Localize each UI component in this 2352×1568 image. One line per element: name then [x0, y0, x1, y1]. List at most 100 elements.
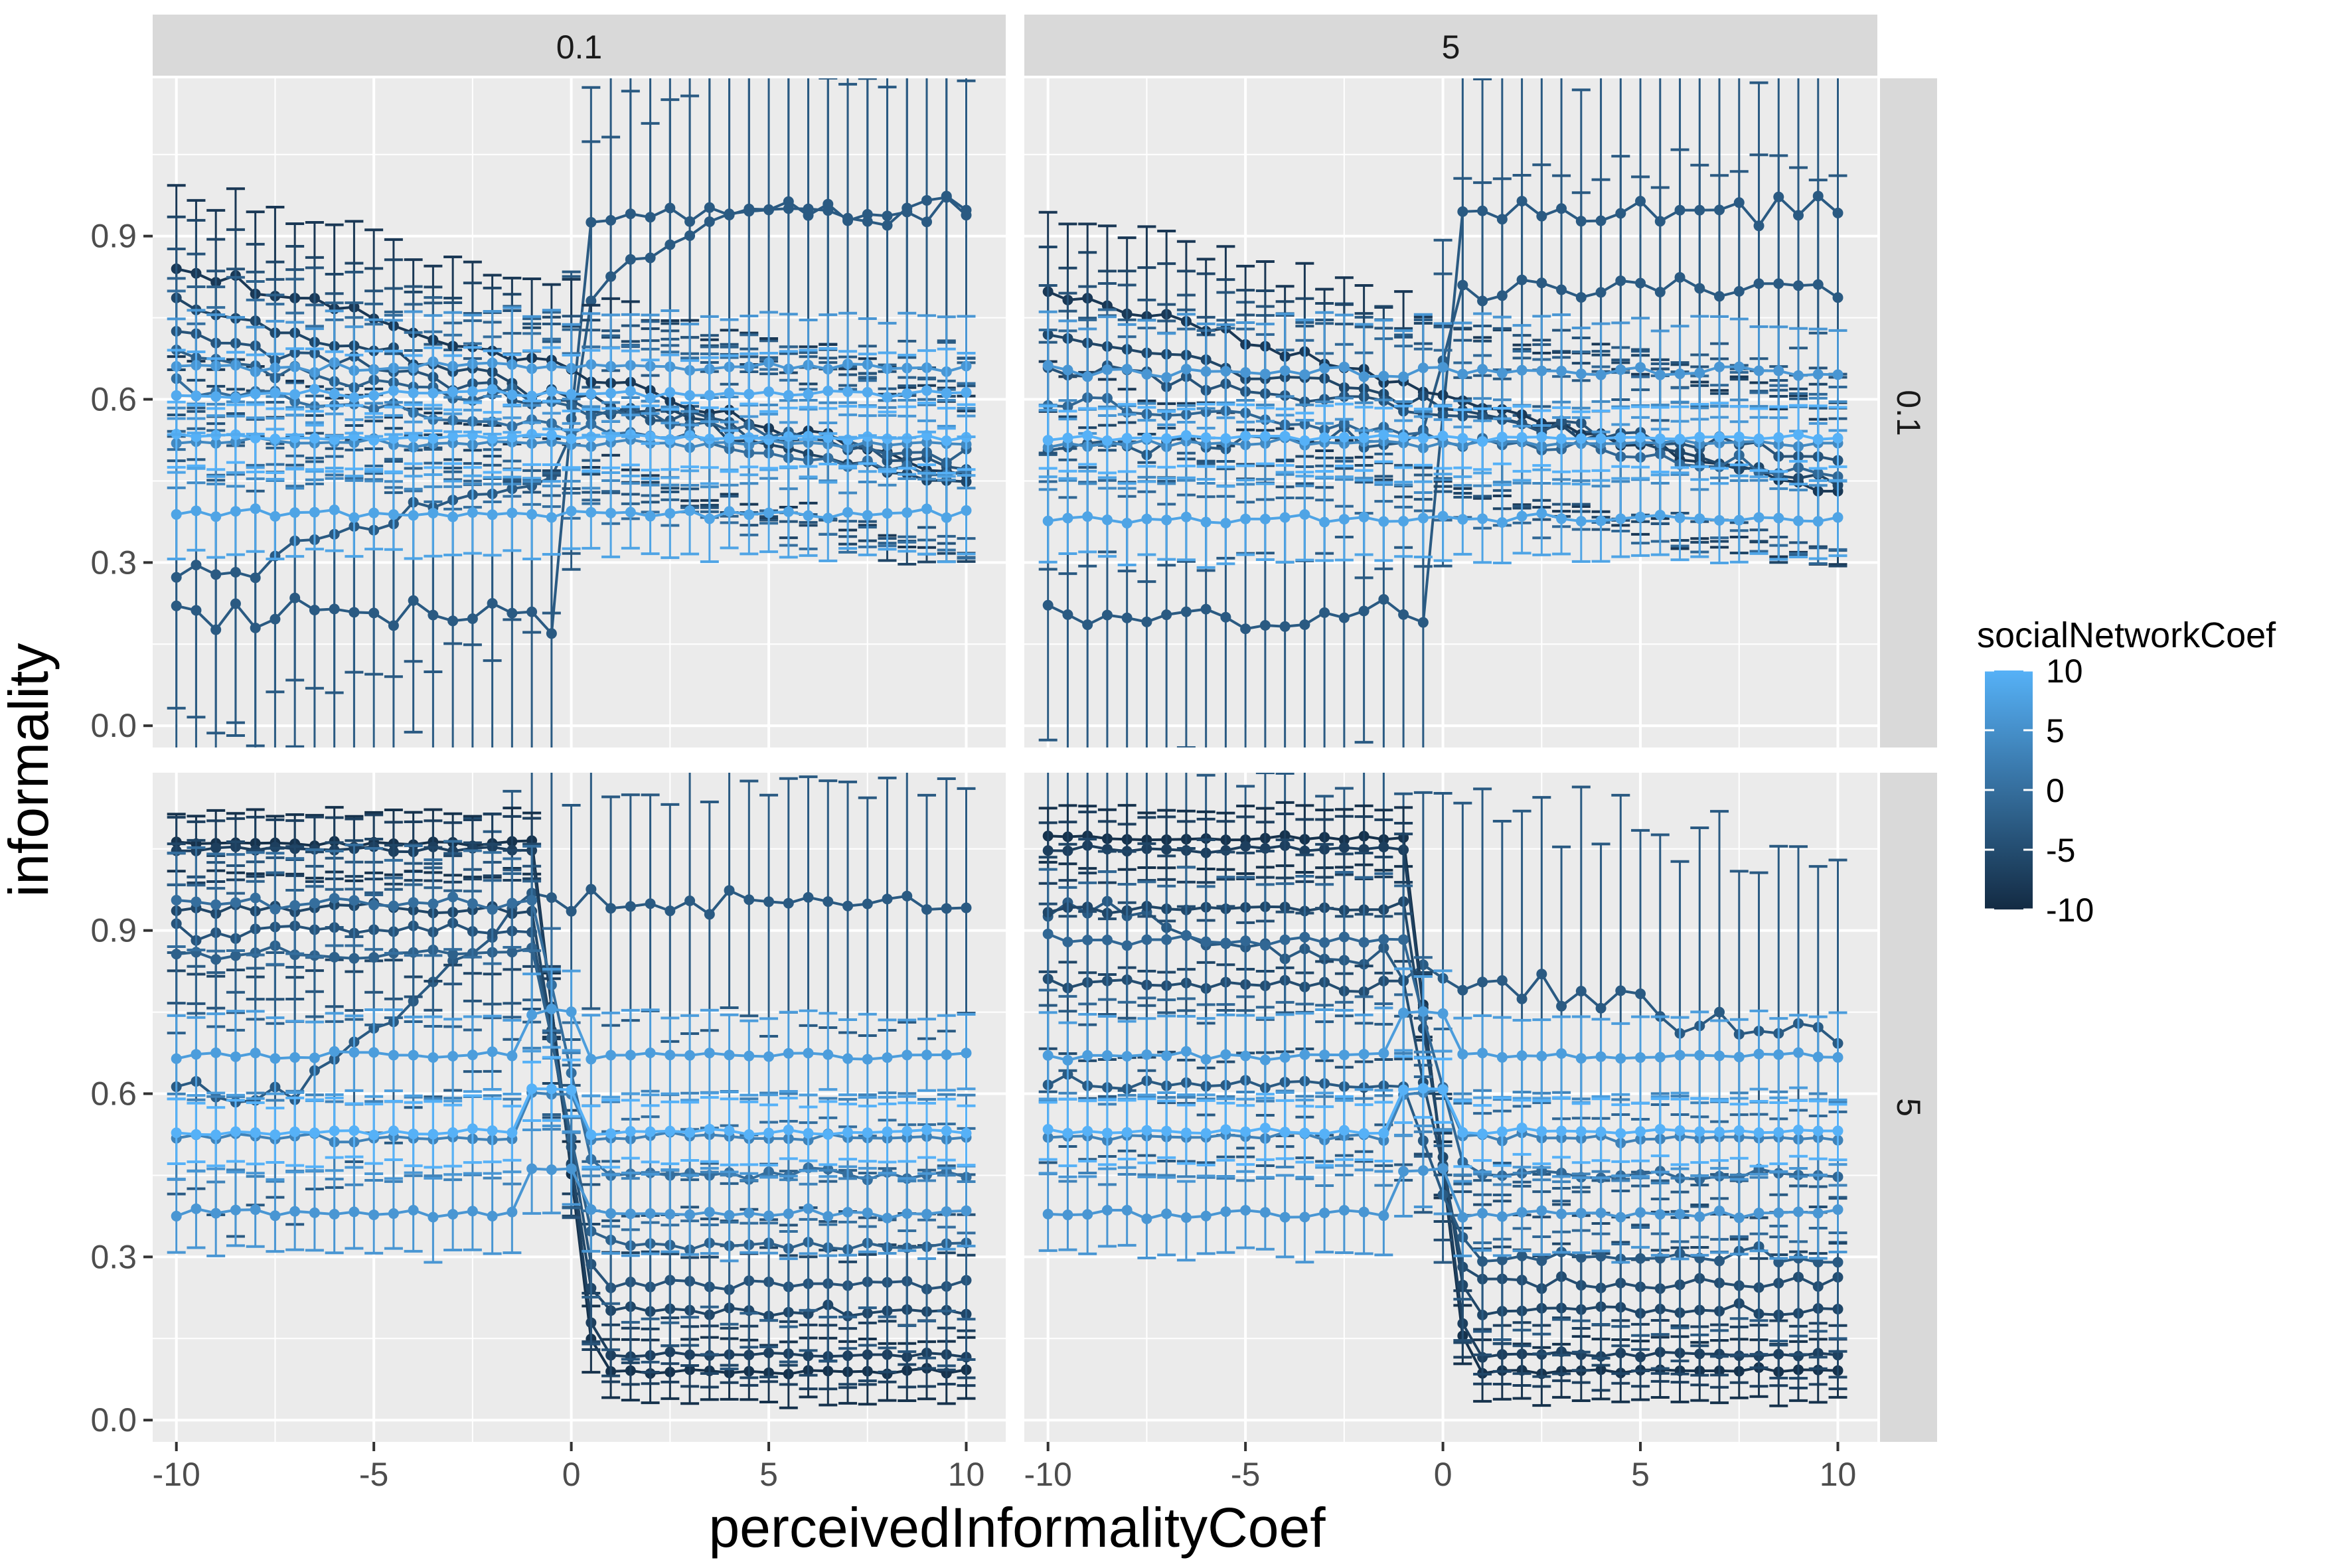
data-point [546, 512, 557, 523]
data-point [1200, 516, 1212, 528]
data-point [1259, 513, 1271, 524]
data-point [329, 505, 340, 516]
data-point [1319, 607, 1330, 618]
data-point [1200, 366, 1212, 377]
panel-0-0 [153, 78, 1006, 747]
data-point [1417, 617, 1429, 628]
data-point [270, 903, 281, 915]
data-point [823, 432, 834, 443]
data-point [368, 390, 380, 401]
data-point [1556, 513, 1567, 524]
data-point [941, 435, 952, 446]
panel-1-0 [153, 773, 1006, 1442]
data-point [1240, 623, 1251, 635]
data-point [1694, 513, 1705, 524]
series-9 [167, 466, 976, 564]
data-point [1733, 361, 1745, 372]
data-point [1141, 513, 1152, 524]
data-point [605, 903, 617, 914]
data-point [842, 386, 854, 398]
data-point [1753, 365, 1764, 376]
data-point [1082, 511, 1093, 522]
data-point [1635, 277, 1646, 289]
data-point [447, 892, 459, 903]
data-point [1615, 431, 1626, 443]
data-point [349, 953, 360, 964]
data-point [724, 506, 735, 517]
data-point [250, 892, 261, 903]
data-point [1121, 433, 1133, 444]
data-point [882, 392, 893, 403]
data-point [586, 216, 597, 228]
data-point [1121, 518, 1133, 529]
data-point [724, 209, 735, 220]
data-point [1101, 609, 1113, 621]
data-point [1753, 512, 1764, 523]
data-point [408, 510, 419, 521]
data-point [1457, 433, 1468, 444]
data-point [1714, 431, 1725, 443]
data-point [1694, 283, 1705, 294]
data-point [1654, 369, 1666, 380]
data-point [1338, 431, 1350, 443]
data-point [309, 433, 320, 444]
data-point [1082, 371, 1093, 382]
data-point [704, 202, 715, 213]
data-point [1417, 512, 1429, 524]
data-point [250, 622, 261, 633]
data-point [1062, 609, 1073, 620]
data-point [566, 505, 577, 516]
data-point [1516, 431, 1528, 443]
data-point [902, 507, 913, 518]
data-point [625, 507, 636, 518]
data-point [1200, 603, 1212, 615]
data-point [842, 900, 854, 911]
data-point [230, 392, 241, 404]
data-point [171, 390, 182, 401]
data-point [1358, 511, 1370, 522]
data-point [1812, 279, 1824, 290]
data-point [842, 507, 854, 518]
data-point [507, 389, 518, 400]
data-point [1259, 431, 1271, 442]
panel-data [1038, 78, 1847, 747]
data-point [447, 949, 459, 960]
data-point [684, 505, 696, 516]
data-point [625, 901, 636, 912]
data-point [1714, 514, 1725, 526]
data-point [1279, 621, 1291, 632]
data-point [645, 510, 656, 522]
data-point [1575, 433, 1587, 444]
data-point [526, 390, 538, 402]
data-point [1299, 435, 1310, 446]
data-point [171, 895, 182, 906]
data-point [507, 947, 518, 958]
data-point [289, 507, 301, 518]
data-point [763, 386, 775, 398]
data-point [1121, 363, 1133, 374]
data-point [1358, 605, 1370, 617]
data-point [1457, 368, 1468, 380]
data-point [428, 609, 439, 621]
data-point [1457, 514, 1468, 525]
data-point [1694, 431, 1705, 443]
data-point [744, 894, 755, 905]
data-point [605, 507, 617, 518]
data-point [546, 628, 557, 639]
data-point [467, 613, 478, 624]
data-point [250, 388, 261, 400]
data-point [1773, 365, 1784, 376]
data-point [1240, 367, 1251, 378]
data-point [1180, 606, 1192, 617]
data-point [1042, 515, 1054, 526]
data-point [1496, 431, 1508, 443]
data-point [1417, 362, 1429, 374]
data-point [783, 506, 794, 517]
data-point [349, 607, 360, 618]
data-point [210, 391, 222, 402]
data-point [1595, 369, 1607, 380]
data-point [1319, 432, 1330, 443]
data-point [665, 386, 676, 398]
data-point [1496, 367, 1508, 378]
